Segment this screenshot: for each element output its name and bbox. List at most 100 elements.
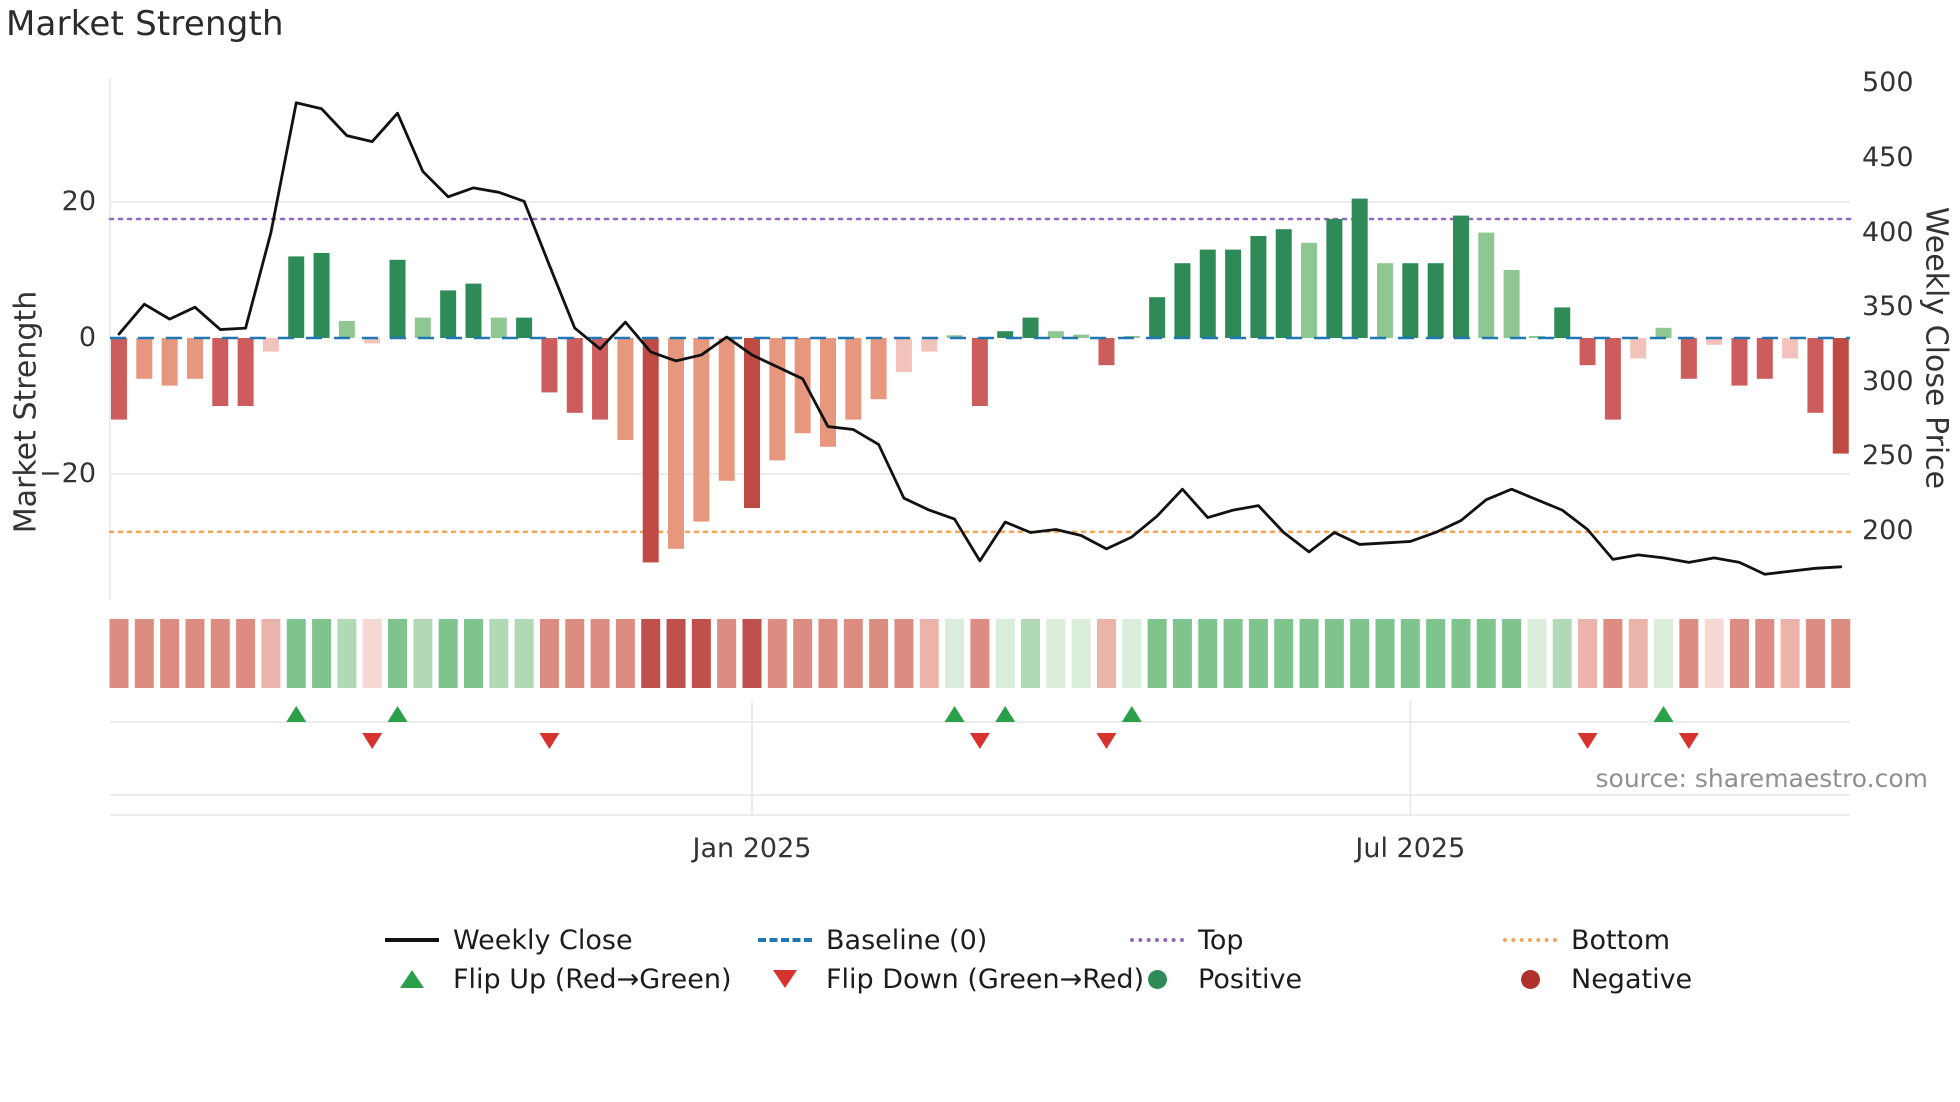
strength-bar xyxy=(414,317,431,338)
heat-cell xyxy=(463,619,483,688)
heat-cell xyxy=(970,619,990,688)
strength-bar xyxy=(617,338,634,440)
heat-cell xyxy=(1299,619,1319,688)
right-axis-tick: 400 xyxy=(1862,216,1914,248)
strength-bar xyxy=(364,338,381,344)
heat-cell xyxy=(286,619,306,688)
heat-cell xyxy=(1704,619,1724,688)
heat-cell xyxy=(843,619,863,688)
strength-bar xyxy=(1225,249,1242,338)
strength-bar xyxy=(1630,338,1647,359)
heat-cell xyxy=(742,619,762,688)
legend-item: Bottom xyxy=(1503,922,1670,958)
strength-bar xyxy=(1782,338,1799,359)
heat-cell xyxy=(1324,619,1344,688)
heat-cell xyxy=(1451,619,1471,688)
heat-cell xyxy=(1223,619,1243,688)
strength-bar xyxy=(288,256,305,338)
heat-cell xyxy=(1729,619,1749,688)
right-axis-tick: 200 xyxy=(1862,515,1914,546)
top-dotted-icon xyxy=(1130,938,1184,942)
strength-bar xyxy=(1604,338,1621,420)
strength-bar xyxy=(1022,317,1039,338)
bottom-dotted-icon xyxy=(1503,938,1557,942)
legend-label: Flip Down (Green→Red) xyxy=(826,963,1145,995)
legend-label: Positive xyxy=(1198,963,1303,995)
strength-bar xyxy=(997,331,1014,338)
strength-bar xyxy=(1579,338,1596,366)
strength-bar xyxy=(845,338,862,420)
heat-cell xyxy=(514,619,534,688)
strength-bar xyxy=(1680,338,1697,379)
strength-bar xyxy=(1073,334,1090,338)
heat-cell xyxy=(691,619,711,688)
x-axis-tick: Jan 2025 xyxy=(692,833,812,864)
heat-cell xyxy=(1021,619,1041,688)
strength-bar xyxy=(744,338,760,508)
strength-bar xyxy=(111,338,127,420)
strength-bar xyxy=(946,335,963,338)
heat-cell xyxy=(362,619,382,688)
strength-bar xyxy=(490,317,507,338)
strength-bar xyxy=(1351,198,1368,338)
heat-cell xyxy=(1400,619,1420,688)
left-axis-tick: 20 xyxy=(61,186,96,217)
heat-cell xyxy=(615,619,635,688)
legend-swatch-dash-blue xyxy=(758,928,812,952)
heat-cell xyxy=(185,619,205,688)
flip-up-marker xyxy=(286,706,307,722)
strength-bar xyxy=(1047,331,1064,338)
heat-cell xyxy=(1603,619,1623,688)
heat-cell xyxy=(767,619,787,688)
source-credit: source: sharemaestro.com xyxy=(1595,764,1929,793)
legend-label: Top xyxy=(1198,924,1244,956)
legend-item: Top xyxy=(1130,922,1244,958)
strength-bar xyxy=(465,283,482,338)
strength-bar xyxy=(870,338,887,400)
heat-cell xyxy=(236,619,256,688)
right-axis-tick: 350 xyxy=(1862,291,1914,323)
heat-cell xyxy=(945,619,965,688)
strength-bar xyxy=(592,338,609,420)
left-axis-tick: 0 xyxy=(78,322,96,353)
strength-bar xyxy=(1756,338,1773,379)
legend-label: Weekly Close xyxy=(453,924,633,956)
flip-down-marker xyxy=(969,733,990,749)
legend-item: Flip Down (Green→Red) xyxy=(758,961,1144,997)
strength-bar xyxy=(1478,232,1495,338)
strength-bar xyxy=(718,338,735,481)
right-axis-tick: 450 xyxy=(1862,142,1914,173)
legend-label: Baseline (0) xyxy=(826,924,988,956)
heat-cell xyxy=(413,619,433,688)
strength-bar xyxy=(1402,263,1419,338)
strength-bar xyxy=(1427,263,1444,338)
strength-bar xyxy=(1098,338,1115,366)
strength-bar xyxy=(1503,270,1520,338)
weekly-close-line-icon xyxy=(385,938,439,942)
heat-cell xyxy=(894,619,914,688)
heat-cell xyxy=(641,619,661,688)
flip-down-marker xyxy=(1678,733,1699,749)
heat-cell xyxy=(1350,619,1370,688)
strength-bar xyxy=(389,259,406,338)
heat-cell xyxy=(1654,619,1674,688)
legend-item: Baseline (0) xyxy=(758,922,987,958)
heat-cell xyxy=(1248,619,1268,688)
legend-item: Weekly Close xyxy=(385,922,633,958)
strength-bar xyxy=(313,253,330,338)
heat-cell xyxy=(818,619,838,688)
left-axis-tick: −20 xyxy=(39,458,96,489)
legend-swatch-circle-neg xyxy=(1503,967,1557,991)
heat-cell xyxy=(869,619,889,688)
flip-down-marker xyxy=(362,733,383,749)
flip-up-marker xyxy=(1653,706,1674,722)
heat-cell xyxy=(1805,619,1825,688)
heat-cell xyxy=(1502,619,1522,688)
x-axis-tick: Jul 2025 xyxy=(1355,833,1466,864)
heat-cell xyxy=(160,619,180,688)
heat-cell xyxy=(1755,619,1775,688)
strength-bar xyxy=(1250,236,1267,338)
